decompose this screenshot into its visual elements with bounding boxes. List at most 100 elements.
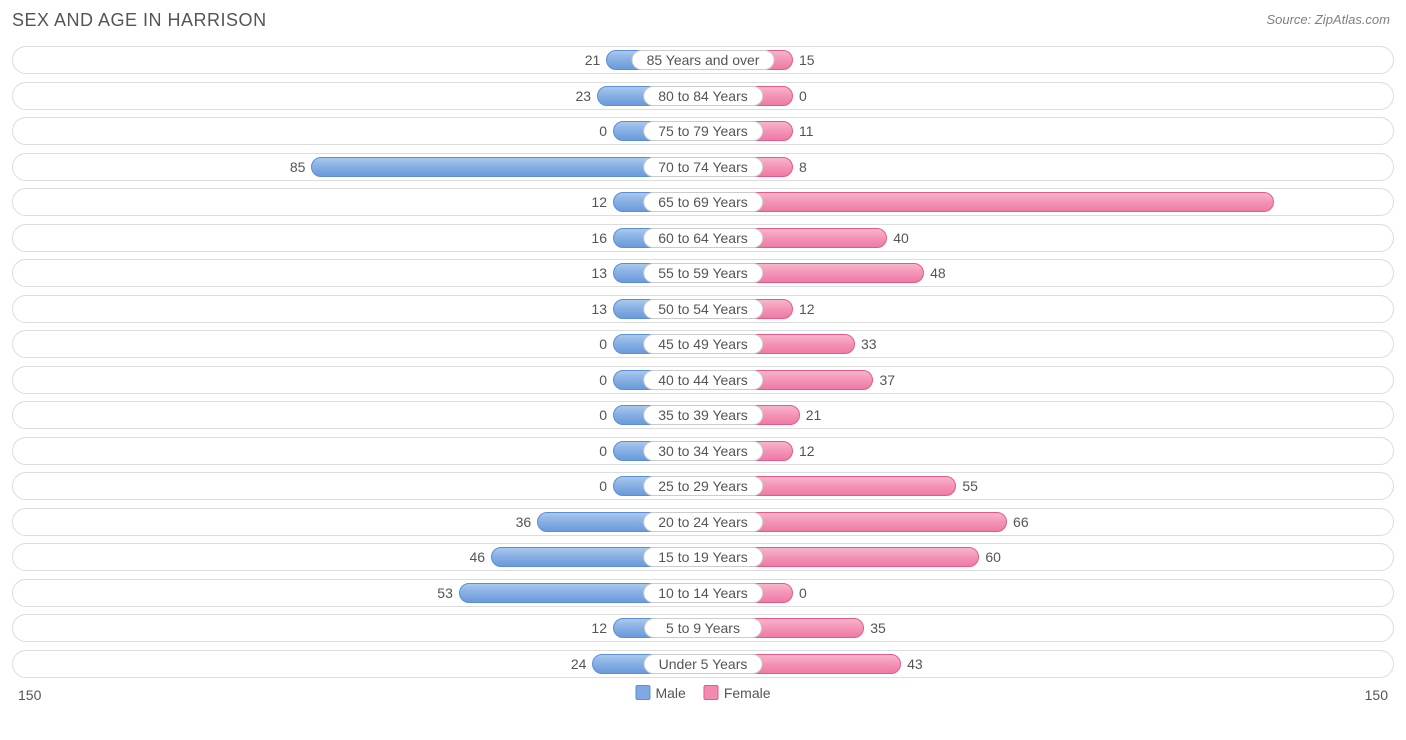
- male-value: 46: [470, 544, 486, 570]
- pyramid-row: 0 55 25 to 29 Years: [12, 472, 1394, 500]
- male-half: 13: [13, 296, 703, 322]
- male-half: 12: [13, 615, 703, 641]
- male-value: 12: [591, 615, 607, 641]
- chart-title: SEX AND AGE IN HARRISON: [12, 10, 267, 30]
- age-label: 20 to 24 Years: [643, 512, 763, 532]
- female-half: 40: [703, 225, 1393, 251]
- age-label: 40 to 44 Years: [643, 370, 763, 390]
- female-value: 0: [799, 83, 807, 109]
- female-half: 124: [703, 189, 1393, 215]
- legend-item-female: Female: [704, 685, 771, 701]
- age-label: 50 to 54 Years: [643, 299, 763, 319]
- source-name: ZipAtlas.com: [1315, 12, 1390, 27]
- female-half: 48: [703, 260, 1393, 286]
- female-half: 66: [703, 509, 1393, 535]
- age-label: 60 to 64 Years: [643, 228, 763, 248]
- legend: Male Female: [635, 685, 770, 701]
- male-half: 53: [13, 580, 703, 606]
- age-label: 45 to 49 Years: [643, 334, 763, 354]
- pyramid-row: 0 33 45 to 49 Years: [12, 330, 1394, 358]
- female-value: 43: [907, 651, 923, 677]
- pyramid-row: 36 66 20 to 24 Years: [12, 508, 1394, 536]
- pyramid-row: 46 60 15 to 19 Years: [12, 543, 1394, 571]
- male-half: 16: [13, 225, 703, 251]
- male-half: 0: [13, 331, 703, 357]
- male-half: 85: [13, 154, 703, 180]
- pyramid-row: 01175 to 79 Years: [12, 117, 1394, 145]
- male-half: 21: [13, 47, 703, 73]
- female-value: 60: [985, 544, 1001, 570]
- male-value: 24: [571, 651, 587, 677]
- pyramid-row: 85870 to 74 Years: [12, 153, 1394, 181]
- pyramid-row: 0 21 35 to 39 Years: [12, 401, 1394, 429]
- pyramid-row: 12355 to 9 Years: [12, 614, 1394, 642]
- male-value: 85: [290, 154, 306, 180]
- female-value: 40: [893, 225, 909, 251]
- male-value: 36: [516, 509, 532, 535]
- female-value: 0: [799, 580, 807, 606]
- female-value: 37: [879, 367, 895, 393]
- female-value: 66: [1013, 509, 1029, 535]
- female-half: 55: [703, 473, 1393, 499]
- female-value: 21: [806, 402, 822, 428]
- population-pyramid: 211585 Years and over23080 to 84 Years01…: [12, 46, 1394, 678]
- female-value: 33: [861, 331, 877, 357]
- female-value: 12: [799, 296, 815, 322]
- male-value: 53: [437, 580, 453, 606]
- female-value: 11: [799, 118, 814, 144]
- pyramid-row: 23080 to 84 Years: [12, 82, 1394, 110]
- age-label: 30 to 34 Years: [643, 441, 763, 461]
- female-value: 8: [799, 154, 807, 180]
- age-label: 55 to 59 Years: [643, 263, 763, 283]
- female-half: 21: [703, 402, 1393, 428]
- male-value: 0: [599, 402, 607, 428]
- pyramid-row: 13 12 50 to 54 Years: [12, 295, 1394, 323]
- age-label: 15 to 19 Years: [643, 547, 763, 567]
- female-value: 35: [870, 615, 886, 641]
- male-half: 0: [13, 367, 703, 393]
- female-half: 12: [703, 438, 1393, 464]
- pyramid-row: 211585 Years and over: [12, 46, 1394, 74]
- chart-footer: 150 Male Female 150: [12, 685, 1394, 711]
- female-half: 0: [703, 580, 1393, 606]
- male-half: 23: [13, 83, 703, 109]
- female-half: 15: [703, 47, 1393, 73]
- age-label: 25 to 29 Years: [643, 476, 763, 496]
- male-half: 0: [13, 473, 703, 499]
- female-half: 0: [703, 83, 1393, 109]
- legend-label-female: Female: [724, 685, 771, 701]
- male-value: 0: [599, 331, 607, 357]
- female-half: 11: [703, 118, 1393, 144]
- male-value: 0: [599, 367, 607, 393]
- male-half: 0: [13, 438, 703, 464]
- male-value: 13: [591, 260, 607, 286]
- pyramid-row: 53 0 10 to 14 Years: [12, 579, 1394, 607]
- male-value: 21: [585, 47, 601, 73]
- male-half: 24: [13, 651, 703, 677]
- pyramid-row: 13 4855 to 59 Years: [12, 259, 1394, 287]
- female-value: 12: [799, 438, 815, 464]
- legend-label-male: Male: [655, 685, 685, 701]
- axis-max-right: 150: [1365, 687, 1388, 703]
- legend-swatch-male: [635, 685, 650, 700]
- source-attribution: Source: ZipAtlas.com: [1266, 12, 1390, 27]
- male-value: 0: [599, 438, 607, 464]
- female-half: 8: [703, 154, 1393, 180]
- female-value: 55: [962, 473, 978, 499]
- age-label: 65 to 69 Years: [643, 192, 763, 212]
- female-value: 15: [799, 47, 815, 73]
- female-half: 60: [703, 544, 1393, 570]
- axis-max-left: 150: [18, 687, 41, 703]
- female-half: 37: [703, 367, 1393, 393]
- male-half: 0: [13, 118, 703, 144]
- female-half: 35: [703, 615, 1393, 641]
- age-label: 35 to 39 Years: [643, 405, 763, 425]
- pyramid-row: 0 12 30 to 34 Years: [12, 437, 1394, 465]
- female-half: 43: [703, 651, 1393, 677]
- male-value: 13: [591, 296, 607, 322]
- source-prefix: Source:: [1266, 12, 1314, 27]
- female-half: 12: [703, 296, 1393, 322]
- age-label: 10 to 14 Years: [643, 583, 763, 603]
- age-label: Under 5 Years: [644, 654, 763, 674]
- chart-container: SEX AND AGE IN HARRISON Source: ZipAtlas…: [0, 0, 1406, 740]
